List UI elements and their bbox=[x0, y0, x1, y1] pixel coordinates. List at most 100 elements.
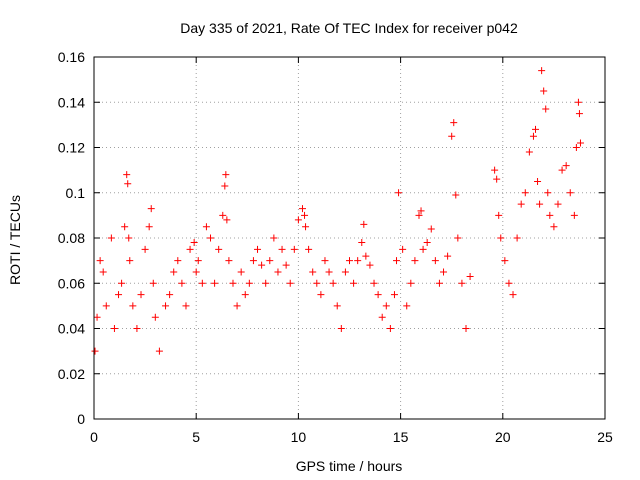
data-point bbox=[99, 268, 107, 276]
x-axis-label: GPS time / hours bbox=[296, 458, 403, 474]
data-point bbox=[149, 279, 157, 287]
data-point bbox=[525, 148, 533, 156]
data-point bbox=[121, 223, 129, 231]
data-point bbox=[194, 257, 202, 265]
data-point bbox=[215, 245, 223, 253]
data-point bbox=[258, 261, 266, 269]
data-point bbox=[427, 225, 435, 233]
y-axis-label: ROTI / TECUs bbox=[7, 195, 23, 285]
data-point bbox=[141, 245, 149, 253]
y-tick-label: 0.14 bbox=[58, 94, 85, 110]
data-point bbox=[386, 325, 394, 332]
data-point bbox=[266, 257, 274, 265]
data-point bbox=[509, 291, 517, 299]
data-point bbox=[450, 119, 458, 127]
data-point bbox=[448, 132, 456, 140]
data-point bbox=[118, 279, 126, 287]
data-point bbox=[302, 223, 310, 231]
data-point bbox=[360, 220, 368, 228]
data-point bbox=[458, 279, 466, 287]
data-point bbox=[493, 175, 501, 183]
y-tick-label: 0.02 bbox=[58, 366, 85, 382]
data-point bbox=[155, 347, 163, 355]
data-point bbox=[544, 189, 552, 197]
data-point bbox=[162, 302, 170, 310]
data-point bbox=[374, 291, 382, 299]
data-point bbox=[576, 139, 584, 147]
data-point bbox=[233, 302, 241, 310]
data-point bbox=[301, 211, 309, 219]
data-point bbox=[186, 245, 194, 253]
data-point bbox=[411, 257, 419, 265]
data-point bbox=[102, 302, 110, 310]
data-point bbox=[341, 268, 349, 276]
data-point bbox=[219, 211, 227, 219]
data-point bbox=[395, 189, 403, 197]
grid-lines bbox=[94, 57, 605, 419]
y-tick-label: 0 bbox=[77, 411, 85, 427]
data-point bbox=[192, 268, 200, 276]
data-point bbox=[321, 257, 329, 265]
data-point bbox=[137, 291, 145, 299]
data-point bbox=[115, 291, 123, 299]
data-point bbox=[558, 166, 566, 174]
y-tick-label: 0.08 bbox=[58, 230, 85, 246]
data-point bbox=[182, 302, 190, 310]
x-tick-label: 5 bbox=[192, 429, 200, 445]
x-tick-label: 25 bbox=[597, 429, 613, 445]
data-point bbox=[536, 200, 544, 208]
data-point bbox=[317, 291, 325, 299]
data-point bbox=[346, 257, 353, 265]
data-point bbox=[282, 261, 290, 269]
data-point bbox=[254, 245, 262, 253]
data-point bbox=[575, 110, 583, 118]
data-point bbox=[497, 234, 505, 242]
data-point bbox=[505, 279, 513, 287]
data-point bbox=[270, 234, 278, 242]
data-point bbox=[378, 313, 386, 321]
data-point bbox=[129, 302, 137, 310]
data-point bbox=[550, 223, 558, 231]
data-point bbox=[495, 211, 503, 219]
data-point bbox=[435, 279, 443, 287]
data-point bbox=[225, 257, 233, 265]
x-tick-label: 0 bbox=[90, 429, 98, 445]
data-point bbox=[202, 223, 210, 231]
data-point bbox=[538, 67, 546, 75]
data-point bbox=[501, 257, 509, 265]
data-point bbox=[570, 211, 578, 219]
data-points bbox=[91, 67, 584, 355]
y-tick-label: 0.1 bbox=[66, 185, 86, 201]
data-point bbox=[546, 211, 554, 219]
data-point bbox=[110, 325, 118, 332]
data-point bbox=[399, 245, 407, 253]
data-point bbox=[133, 325, 141, 332]
data-point bbox=[166, 291, 174, 299]
data-point bbox=[333, 302, 341, 310]
data-point bbox=[534, 177, 542, 185]
data-point bbox=[562, 162, 570, 170]
data-point bbox=[170, 268, 178, 276]
data-point bbox=[532, 125, 540, 133]
data-point bbox=[249, 257, 257, 265]
data-point bbox=[309, 268, 317, 276]
data-point bbox=[566, 189, 574, 197]
data-point bbox=[298, 205, 306, 213]
data-point bbox=[207, 234, 215, 242]
data-point bbox=[423, 239, 431, 247]
x-tick-label: 15 bbox=[393, 429, 409, 445]
data-point bbox=[452, 191, 460, 199]
data-point bbox=[237, 268, 245, 276]
data-point bbox=[337, 325, 345, 332]
data-point bbox=[431, 257, 439, 265]
data-point bbox=[542, 105, 550, 113]
x-tick-label: 20 bbox=[495, 429, 511, 445]
data-point bbox=[491, 166, 499, 174]
data-point bbox=[123, 171, 131, 179]
data-point bbox=[403, 302, 411, 310]
data-point bbox=[125, 234, 133, 242]
data-point bbox=[286, 279, 294, 287]
data-point bbox=[229, 279, 237, 287]
data-point bbox=[124, 180, 132, 188]
